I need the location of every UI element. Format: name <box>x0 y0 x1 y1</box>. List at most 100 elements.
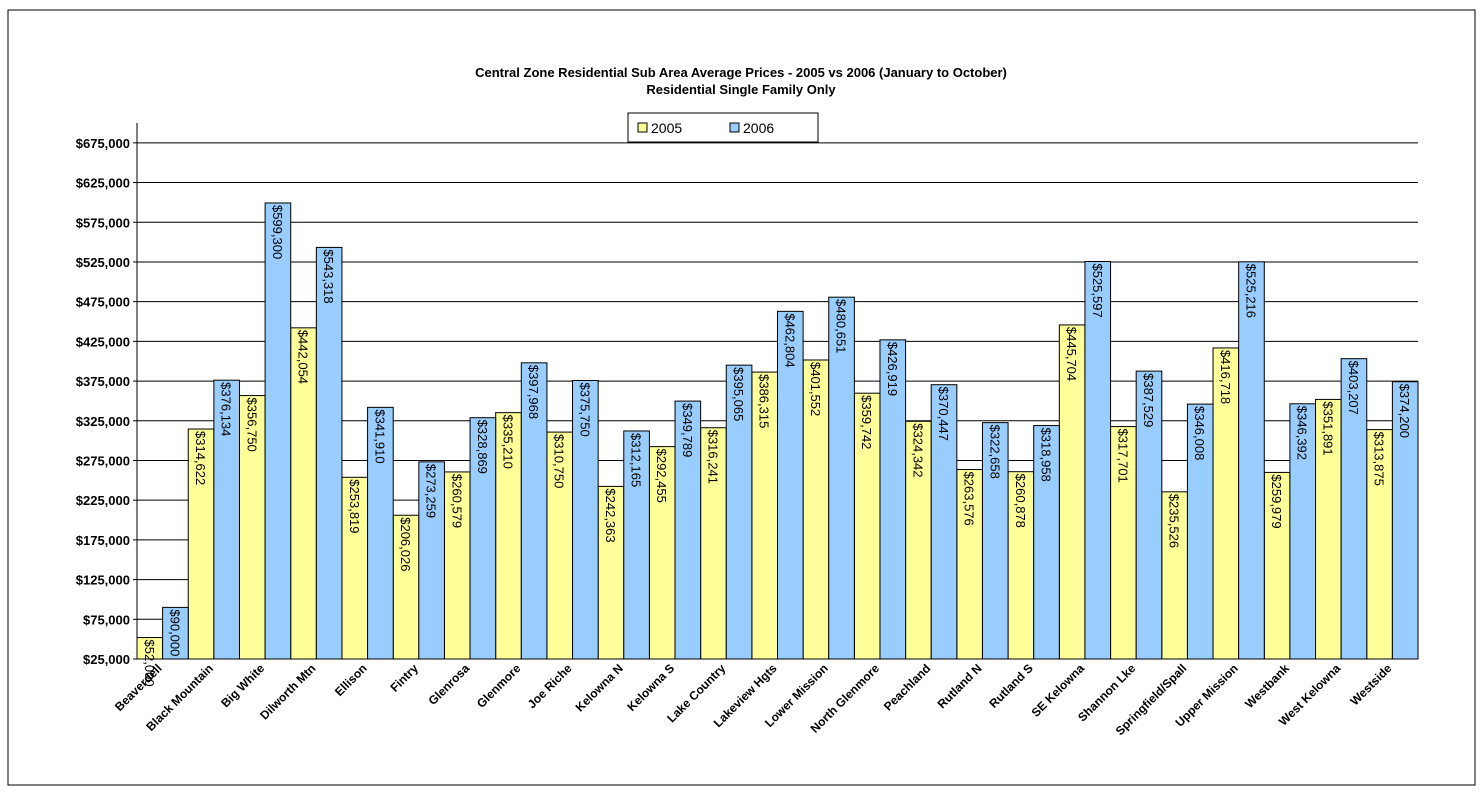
data-label: $346,008 <box>1192 406 1207 460</box>
data-label: $90,000 <box>167 609 182 656</box>
data-label: $370,447 <box>936 387 951 441</box>
bar <box>1366 429 1393 660</box>
bar <box>623 430 650 660</box>
bar <box>1238 261 1265 660</box>
data-label: $480,651 <box>834 299 849 353</box>
data-label: $52,000 <box>142 640 157 687</box>
bar <box>1161 491 1188 660</box>
data-label: $310,750 <box>552 434 567 488</box>
y-tick-label: $575,000 <box>76 215 130 230</box>
data-label: $401,552 <box>808 362 823 416</box>
y-tick-label: $475,000 <box>76 295 130 310</box>
data-label: $292,455 <box>654 449 669 503</box>
y-tick-label: $75,000 <box>83 612 130 627</box>
data-label: $318,958 <box>1039 428 1054 482</box>
y-tick-label: $175,000 <box>76 533 130 548</box>
bar <box>187 428 215 660</box>
bar <box>264 202 292 660</box>
bar <box>1391 381 1419 660</box>
data-label: $260,878 <box>1013 474 1028 528</box>
data-label: $462,804 <box>782 313 797 367</box>
data-label: $314,622 <box>193 431 208 485</box>
y-tick-label: $525,000 <box>76 255 130 270</box>
bar <box>725 364 753 660</box>
bar <box>777 310 804 660</box>
data-label: $416,718 <box>1218 350 1233 404</box>
data-label: $328,869 <box>475 420 490 474</box>
data-label: $395,065 <box>731 367 746 421</box>
legend-label: 2005 <box>651 120 682 136</box>
bar <box>674 400 702 660</box>
data-label: $273,259 <box>424 464 439 518</box>
bar <box>905 420 932 660</box>
data-label: $387,529 <box>1141 373 1156 427</box>
data-label: $525,216 <box>1243 264 1258 318</box>
bar <box>238 395 266 660</box>
bar <box>1263 471 1291 660</box>
y-tick-label: $125,000 <box>76 573 130 588</box>
data-label: $263,576 <box>962 472 977 526</box>
bar <box>392 514 420 660</box>
bar <box>1212 347 1240 660</box>
data-label: $376,134 <box>219 382 234 436</box>
data-label: $375,750 <box>577 382 592 436</box>
bar <box>1110 426 1137 660</box>
bar <box>1135 370 1163 660</box>
data-label: $312,165 <box>629 433 644 487</box>
data-label: $335,210 <box>500 415 515 469</box>
data-label: $403,207 <box>1346 361 1361 415</box>
data-label: $260,579 <box>449 474 464 528</box>
data-label: $442,054 <box>296 330 311 384</box>
bar <box>1340 358 1368 660</box>
bar <box>597 485 625 660</box>
data-label: $374,200 <box>1397 384 1412 438</box>
y-tick-label: $225,000 <box>76 493 130 508</box>
data-label: $316,241 <box>705 430 720 484</box>
y-tick-label: $325,000 <box>76 414 130 429</box>
bar <box>981 422 1009 660</box>
y-tick-label: $25,000 <box>83 652 130 667</box>
data-label: $397,968 <box>526 365 541 419</box>
data-label: $322,658 <box>987 425 1002 479</box>
bar <box>1289 403 1317 660</box>
bar <box>1058 324 1086 660</box>
data-label: $349,789 <box>680 403 695 457</box>
legend-box <box>627 112 819 143</box>
bar <box>879 339 907 660</box>
bar <box>1084 260 1112 660</box>
data-label: $235,526 <box>1167 494 1182 548</box>
legend-label: 2006 <box>743 120 774 136</box>
bar <box>469 417 497 660</box>
y-tick-label: $375,000 <box>76 374 130 389</box>
data-label: $206,026 <box>398 517 413 571</box>
bar <box>648 446 676 660</box>
data-label: $242,363 <box>603 488 618 542</box>
chart-subtitle: Residential Single Family Only <box>646 82 836 97</box>
y-tick-label: $275,000 <box>76 453 130 468</box>
data-label: $317,701 <box>1115 429 1130 483</box>
data-label: $445,704 <box>1064 327 1079 381</box>
data-label: $341,910 <box>372 409 387 463</box>
bar <box>162 606 189 660</box>
data-label: $313,875 <box>1372 432 1387 486</box>
chart-title: Central Zone Residential Sub Area Averag… <box>475 65 1007 80</box>
data-label: $259,979 <box>1269 474 1284 528</box>
bar <box>1186 403 1214 660</box>
data-label: $253,819 <box>347 479 362 533</box>
data-label: $543,318 <box>321 249 336 303</box>
data-label: $324,342 <box>910 423 925 477</box>
data-label: $346,392 <box>1295 406 1310 460</box>
bar <box>418 461 445 660</box>
data-label: $426,919 <box>885 342 900 396</box>
bar <box>367 406 394 660</box>
bar <box>315 246 343 660</box>
y-tick-label: $625,000 <box>76 176 130 191</box>
y-tick-label: $425,000 <box>76 334 130 349</box>
bar <box>520 362 548 660</box>
legend-swatch <box>637 122 648 133</box>
data-label: $356,750 <box>244 398 259 452</box>
data-label: $351,891 <box>1320 401 1335 455</box>
data-label: $359,742 <box>859 395 874 449</box>
data-label: $599,300 <box>270 205 285 259</box>
